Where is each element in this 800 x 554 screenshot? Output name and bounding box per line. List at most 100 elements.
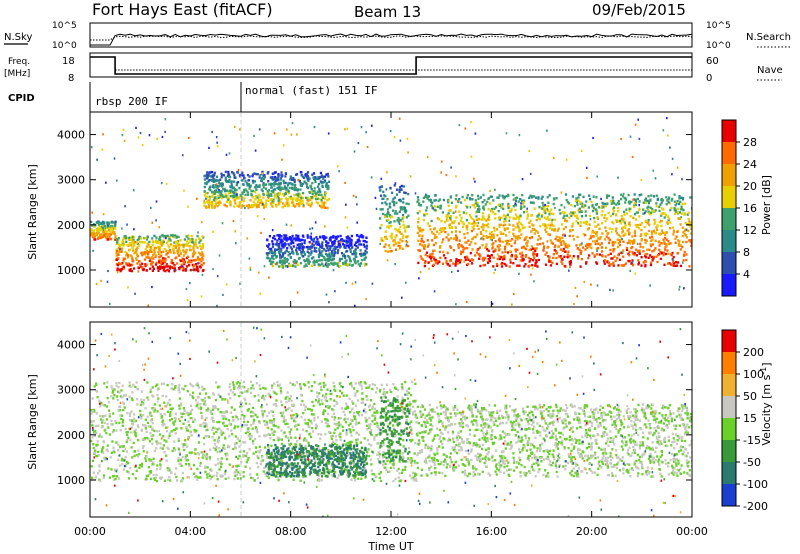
heatmap-cell [100,228,103,231]
heatmap-cell [259,174,262,177]
heatmap-cell [188,260,191,264]
heatmap-cell [649,243,652,246]
heatmap-cell [356,438,359,441]
heatmap-cell [596,249,598,253]
nsearch-tick-bottom: 10^0 [706,41,731,51]
heatmap-cell [346,442,349,445]
heatmap-cell [384,215,387,218]
heatmap-cell [124,237,127,240]
heatmap-cell [520,205,523,208]
heatmap-cell [302,403,306,406]
heatmap-cell [395,234,398,237]
colorbar-segment [722,274,736,297]
heatmap-cell [287,191,291,195]
heatmap-cell [172,247,175,250]
heatmap-cell [595,232,598,236]
heatmap-cell [466,232,469,235]
heatmap-cell [150,206,152,209]
heatmap-cell [310,385,314,388]
heatmap-cell [603,238,607,241]
heatmap-cell [332,381,335,385]
heatmap-cell [213,439,216,442]
heatmap-cell [587,206,590,209]
heatmap-cell [481,244,484,247]
heatmap-cell [632,216,635,220]
heatmap-cell [457,222,461,225]
heatmap-cell [317,432,320,436]
heatmap-cell [637,259,640,262]
heatmap-cell [448,264,451,267]
heatmap-cell [240,179,244,182]
heatmap-cell [179,266,182,269]
heatmap-cell [128,381,131,384]
heatmap-cell [267,196,270,199]
heatmap-cell [136,254,139,258]
heatmap-cell [217,179,220,182]
heatmap-cell [482,208,485,211]
heatmap-cell [334,442,337,446]
heatmap-cell [147,437,150,440]
heatmap-cell [355,244,358,248]
heatmap-cell [663,240,666,244]
heatmap-cell [258,384,261,387]
heatmap-cell [520,202,522,205]
heatmap-cell [520,199,523,202]
heatmap-cell [553,218,557,221]
heatmap-cell [643,225,646,229]
heatmap-cell [365,236,368,239]
heatmap-cell [326,172,330,176]
heatmap-cell [634,198,637,201]
heatmap-cell [101,415,104,418]
heatmap-cell [497,203,500,206]
heatmap-cell [427,243,430,246]
heatmap-cell [105,233,108,237]
heatmap-cell [329,468,332,472]
heatmap-cell [246,193,250,197]
heatmap-cell [628,254,631,257]
heatmap-cell [493,212,496,215]
heatmap-cell [161,419,164,422]
heatmap-cell [444,257,447,260]
heatmap-cell [120,243,123,247]
heatmap-cell [256,173,259,176]
heatmap-cell [406,137,409,140]
heatmap-cell [650,239,653,242]
heatmap-cell [90,220,93,224]
heatmap-cell [375,387,379,390]
heatmap-cell [230,189,233,192]
heatmap-cell [306,236,309,239]
heatmap-cell [295,234,298,237]
heatmap-cell [333,418,336,421]
heatmap-cell [617,220,620,223]
heatmap-cell [277,426,280,429]
heatmap-cell [558,240,561,243]
heatmap-cell [655,194,658,197]
heatmap-cell [373,473,376,476]
heatmap-cell [291,264,294,268]
heatmap-cell [607,253,610,257]
heatmap-cell [92,446,95,450]
heatmap-cell [571,257,574,260]
heatmap-cell [159,267,162,270]
heatmap-cell [286,205,290,208]
heatmap-cell [365,386,368,389]
heatmap-cell [92,408,95,412]
heatmap-cell [110,451,113,454]
heatmap-cell [119,405,122,409]
heatmap-cell [631,245,634,249]
heatmap-cell [582,206,585,209]
heatmap-cell [426,195,429,199]
heatmap-cell [202,262,205,265]
heatmap-cell [299,383,302,386]
heatmap-cell [307,255,310,258]
heatmap-cell [271,240,274,243]
heatmap-cell [523,265,526,268]
heatmap-cell [323,409,327,412]
heatmap-cell [284,464,288,467]
heatmap-cell [536,243,539,246]
heatmap-cell [100,450,103,454]
heatmap-cell [563,214,566,218]
heatmap-cell [328,238,331,241]
heatmap-cell [604,219,607,223]
heatmap-cell [148,240,151,244]
